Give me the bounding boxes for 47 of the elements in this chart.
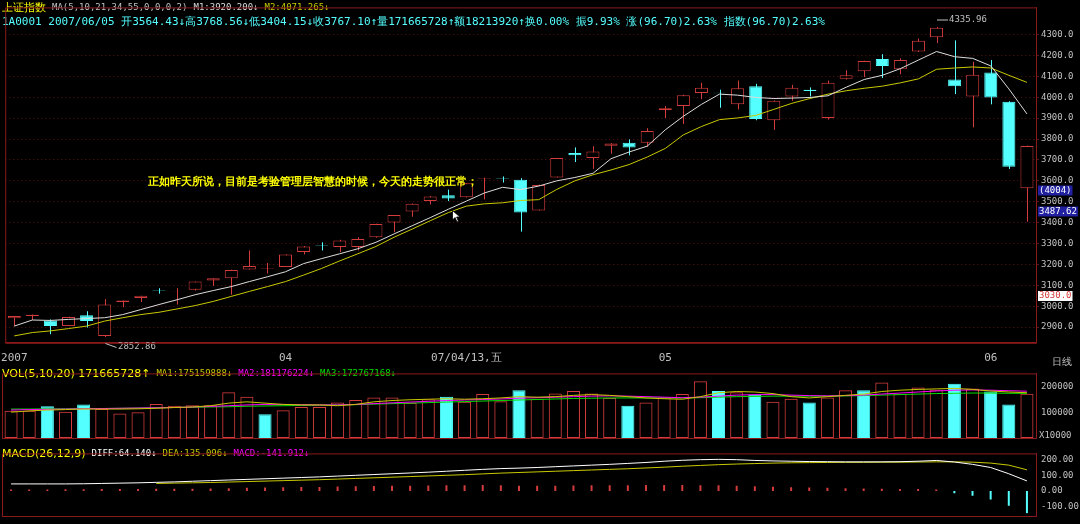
y-tick-label: 2900.0: [1041, 321, 1074, 332]
text: MA2:181176224↓: [238, 368, 315, 379]
annotation: 2852.86: [118, 341, 156, 352]
y-tick-label: 200000: [1041, 380, 1074, 391]
y-tick-label: 4200.0: [1041, 49, 1074, 60]
chart-title: 上证指数: [2, 0, 46, 14]
y-tick-label: 3200.0: [1041, 258, 1074, 269]
y-tick-label: 3700.0: [1041, 154, 1074, 165]
chart-subtitle: MA(5,10,21,34,55,0,0,0,2): [52, 2, 188, 13]
y-tick-label: 4100.0: [1041, 70, 1074, 81]
text: (4004): [1039, 184, 1072, 195]
annotation: MACD:-141.912↓: [233, 448, 310, 459]
x-tick-label: 05: [658, 351, 672, 365]
x-tick-label: 07/04/13,五: [431, 351, 502, 365]
annotation: 4335.96: [949, 14, 987, 25]
y-tick-label: 100.00: [1041, 469, 1074, 480]
y-tick-label: 3600.0: [1041, 175, 1074, 186]
y-tick-label: -100.00: [1041, 500, 1079, 511]
x-tick-label: 2007: [1, 351, 28, 365]
text: DEA:135.096↓: [162, 448, 228, 459]
text: M2:4071.265↓: [264, 2, 330, 13]
annotation: 1A0001 2007/06/05 开3564.43↓高3768.56↓低3404.15↓收3767.10↑量171665728↑额18213920↑换0.00% 振9.93% 涨(96.70)2.63% 指数(96.70)2.63%: [2, 14, 826, 28]
y-tick-label: 3500.0: [1041, 196, 1074, 207]
text: DIFF:64.140↓: [91, 448, 157, 459]
y-tick-label: 4000.0: [1041, 91, 1074, 102]
annotation: 正如昨天所说，目前是考验管理层智慧的时候，今天的走势很正常；: [147, 174, 478, 188]
y-tick-label: 100000: [1041, 406, 1074, 417]
text: M1:3920.200↓: [193, 2, 259, 13]
y-tick-label: 3800.0: [1041, 133, 1074, 144]
y-axis-title: X10000: [1039, 430, 1072, 441]
text: MA1:175159888↓: [156, 368, 233, 379]
y-tick-label: 3100.0: [1041, 279, 1074, 290]
chart-title: MACD(26,12,9): [2, 446, 86, 460]
text: 3487.62: [1039, 205, 1077, 216]
text: 3030.0: [1039, 290, 1072, 301]
x-tick-label: 04: [278, 351, 293, 365]
y-tick-label: 3900.0: [1041, 112, 1074, 123]
y-tick-label: 3000.0: [1041, 300, 1074, 311]
text: MA3:172767168↓: [320, 368, 396, 379]
text: 日线: [1052, 355, 1072, 367]
y-tick-label: 0.00: [1041, 485, 1063, 496]
y-tick-label: 3400.0: [1041, 216, 1074, 227]
y-tick-label: 3300.0: [1041, 237, 1074, 248]
y-tick-label: 200.00: [1041, 454, 1074, 464]
y-tick-label: 4300.0: [1041, 28, 1074, 39]
chart-title: VOL(5,10,20) 171665728↑: [2, 366, 151, 380]
x-tick-label: 06: [984, 351, 998, 365]
